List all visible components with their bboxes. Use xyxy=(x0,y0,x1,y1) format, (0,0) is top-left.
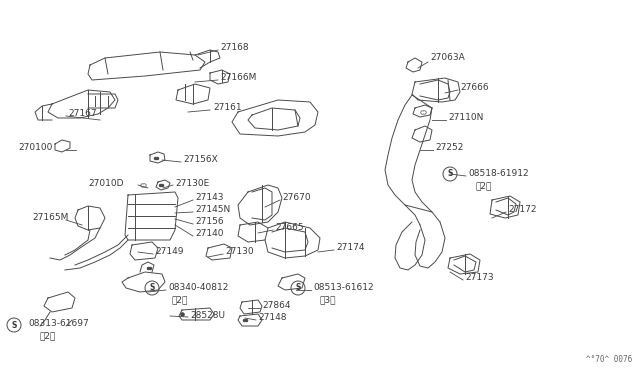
Text: 27666: 27666 xyxy=(460,83,488,93)
Text: 27130: 27130 xyxy=(225,247,253,257)
Text: 27168: 27168 xyxy=(220,44,248,52)
Text: ^°70^ 0076: ^°70^ 0076 xyxy=(586,355,632,364)
Text: 27670: 27670 xyxy=(282,193,310,202)
Text: S: S xyxy=(295,283,301,292)
Text: 27161: 27161 xyxy=(213,103,242,112)
Text: 27165M: 27165M xyxy=(32,214,68,222)
Text: 27149: 27149 xyxy=(155,247,184,257)
Text: 27864: 27864 xyxy=(262,301,291,311)
Text: 27172: 27172 xyxy=(508,205,536,215)
Text: 08340-40812: 08340-40812 xyxy=(168,283,228,292)
Text: 〈2〉: 〈2〉 xyxy=(40,331,56,340)
Text: 08513-61612: 08513-61612 xyxy=(313,283,374,292)
Text: 27148: 27148 xyxy=(258,314,287,323)
Text: S: S xyxy=(149,283,155,292)
Text: 〈2〉: 〈2〉 xyxy=(172,295,188,305)
Text: 27174: 27174 xyxy=(336,244,365,253)
Text: 27166M: 27166M xyxy=(220,74,257,83)
Text: 08313-61697: 08313-61697 xyxy=(28,320,89,328)
Text: 〈3〉: 〈3〉 xyxy=(320,295,337,305)
Text: 27010D: 27010D xyxy=(88,179,124,187)
Text: 27110N: 27110N xyxy=(448,113,483,122)
Text: 08518-61912: 08518-61912 xyxy=(468,170,529,179)
Text: 27665: 27665 xyxy=(275,224,303,232)
Text: S: S xyxy=(12,321,17,330)
Text: 27167: 27167 xyxy=(68,109,97,119)
Text: 27145N: 27145N xyxy=(195,205,230,215)
Text: 28528U: 28528U xyxy=(190,311,225,320)
Text: 27156X: 27156X xyxy=(183,155,218,164)
Text: 270100: 270100 xyxy=(18,144,52,153)
Text: 27063A: 27063A xyxy=(430,54,465,62)
Text: 27252: 27252 xyxy=(435,144,463,153)
Text: 27173: 27173 xyxy=(465,273,493,282)
Text: 27143: 27143 xyxy=(195,193,223,202)
Text: 27140: 27140 xyxy=(195,230,223,238)
Text: 27156: 27156 xyxy=(195,218,223,227)
Text: 27130E: 27130E xyxy=(175,179,209,187)
Text: 〈2〉: 〈2〉 xyxy=(475,182,492,190)
Text: S: S xyxy=(447,170,452,179)
